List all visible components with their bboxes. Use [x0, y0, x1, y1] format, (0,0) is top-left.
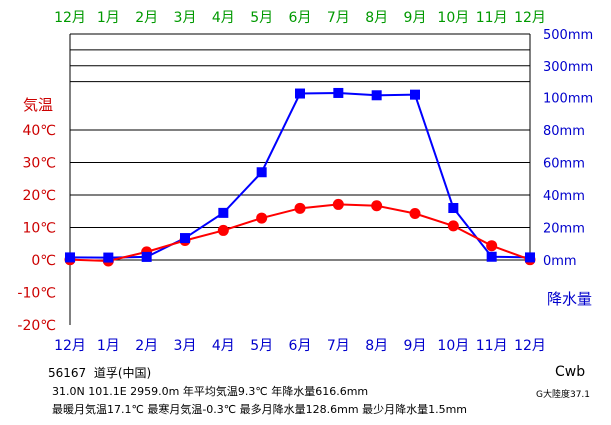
temp-axis-label: 気温 — [23, 96, 53, 114]
climate-classification: Cwb — [555, 364, 586, 380]
month-label-top: 10月 — [437, 10, 469, 26]
temp-tick-label: 30℃ — [22, 156, 56, 172]
precip-point — [448, 203, 459, 213]
month-label-top: 8月 — [365, 10, 388, 26]
temp-tick-label: -10℃ — [17, 286, 56, 302]
temp-point — [294, 202, 306, 214]
precip-tick-label: 80mm — [543, 124, 585, 139]
month-label-top: 7月 — [327, 10, 350, 26]
precip-axis-label: 降水量 — [547, 290, 592, 308]
temp-tick-label: -20℃ — [17, 318, 56, 334]
temp-tick-label: 0℃ — [31, 253, 56, 269]
month-label-bottom: 8月 — [365, 338, 388, 354]
precip-point — [486, 251, 497, 262]
precip-point — [525, 252, 535, 263]
month-label-bottom: 7月 — [327, 338, 350, 354]
precip-tick-label: 20mm — [543, 222, 585, 237]
precip-point — [333, 87, 344, 98]
month-label-top: 12月 — [514, 10, 546, 26]
month-label-bottom: 5月 — [250, 338, 273, 354]
precip-line — [69, 91, 531, 259]
precip-point — [103, 252, 114, 263]
month-label-top: 6月 — [289, 10, 312, 26]
month-label-top: 12月 — [54, 10, 86, 26]
precip-point — [256, 167, 267, 178]
temp-point — [332, 198, 344, 210]
month-label-bottom: 6月 — [289, 338, 312, 354]
precip-tick-label: 40mm — [543, 189, 585, 204]
month-label-bottom: 11月 — [476, 338, 508, 354]
month-label-top: 4月 — [212, 10, 235, 26]
precip-point — [218, 207, 229, 218]
precip-point — [371, 90, 382, 101]
station-id: 56167 — [48, 366, 87, 380]
precip-point — [295, 88, 305, 99]
continentality-index: G大陸度37.1 — [536, 390, 591, 400]
precip-tick-label: 500mm — [543, 28, 593, 43]
precip-tick-label: 60mm — [543, 157, 585, 172]
precip-tick-label: 100mm — [543, 92, 593, 107]
temp-point — [447, 220, 459, 232]
precip-point — [65, 252, 75, 263]
station-summary-line2: 最暖月気温17.1℃ 最寒月気温-0.3℃ 最多月降水量128.6mm 最少月降… — [52, 403, 467, 416]
month-label-bottom: 12月 — [54, 338, 86, 354]
temp-point — [371, 200, 383, 212]
month-label-top: 9月 — [404, 10, 427, 26]
month-label-top: 3月 — [174, 10, 197, 26]
month-label-top: 11月 — [476, 10, 508, 26]
temp-tick-label: 40℃ — [22, 123, 56, 139]
precip-point — [180, 233, 190, 244]
station-summary-line1: 31.0N 101.1E 2959.0m 年平均気温9.3℃ 年降水量616.6… — [52, 385, 369, 398]
station-name: 道孚(中国) — [93, 366, 152, 380]
temp-tick-label: 10℃ — [22, 221, 56, 237]
temp-point — [409, 208, 421, 220]
month-label-bottom: 3月 — [174, 338, 197, 354]
month-label-top: 5月 — [250, 10, 273, 26]
month-label-bottom: 10月 — [437, 338, 469, 354]
precip-tick-label: 0mm — [543, 254, 577, 269]
month-label-top: 1月 — [97, 10, 120, 26]
precip-tick-label: 300mm — [543, 60, 593, 75]
temp-point — [217, 224, 229, 236]
precip-point — [141, 251, 152, 262]
month-label-bottom: 12月 — [514, 338, 546, 354]
station-info: 56167 道孚(中国) — [48, 364, 151, 381]
month-label-top: 2月 — [135, 10, 158, 26]
precip-point — [410, 89, 420, 100]
month-label-bottom: 9月 — [404, 338, 427, 354]
temp-point — [486, 240, 498, 252]
month-label-bottom: 2月 — [135, 338, 158, 354]
temp-point — [256, 212, 268, 224]
month-label-bottom: 4月 — [212, 338, 235, 354]
month-label-bottom: 1月 — [97, 338, 120, 354]
temp-tick-label: 20℃ — [22, 188, 56, 204]
